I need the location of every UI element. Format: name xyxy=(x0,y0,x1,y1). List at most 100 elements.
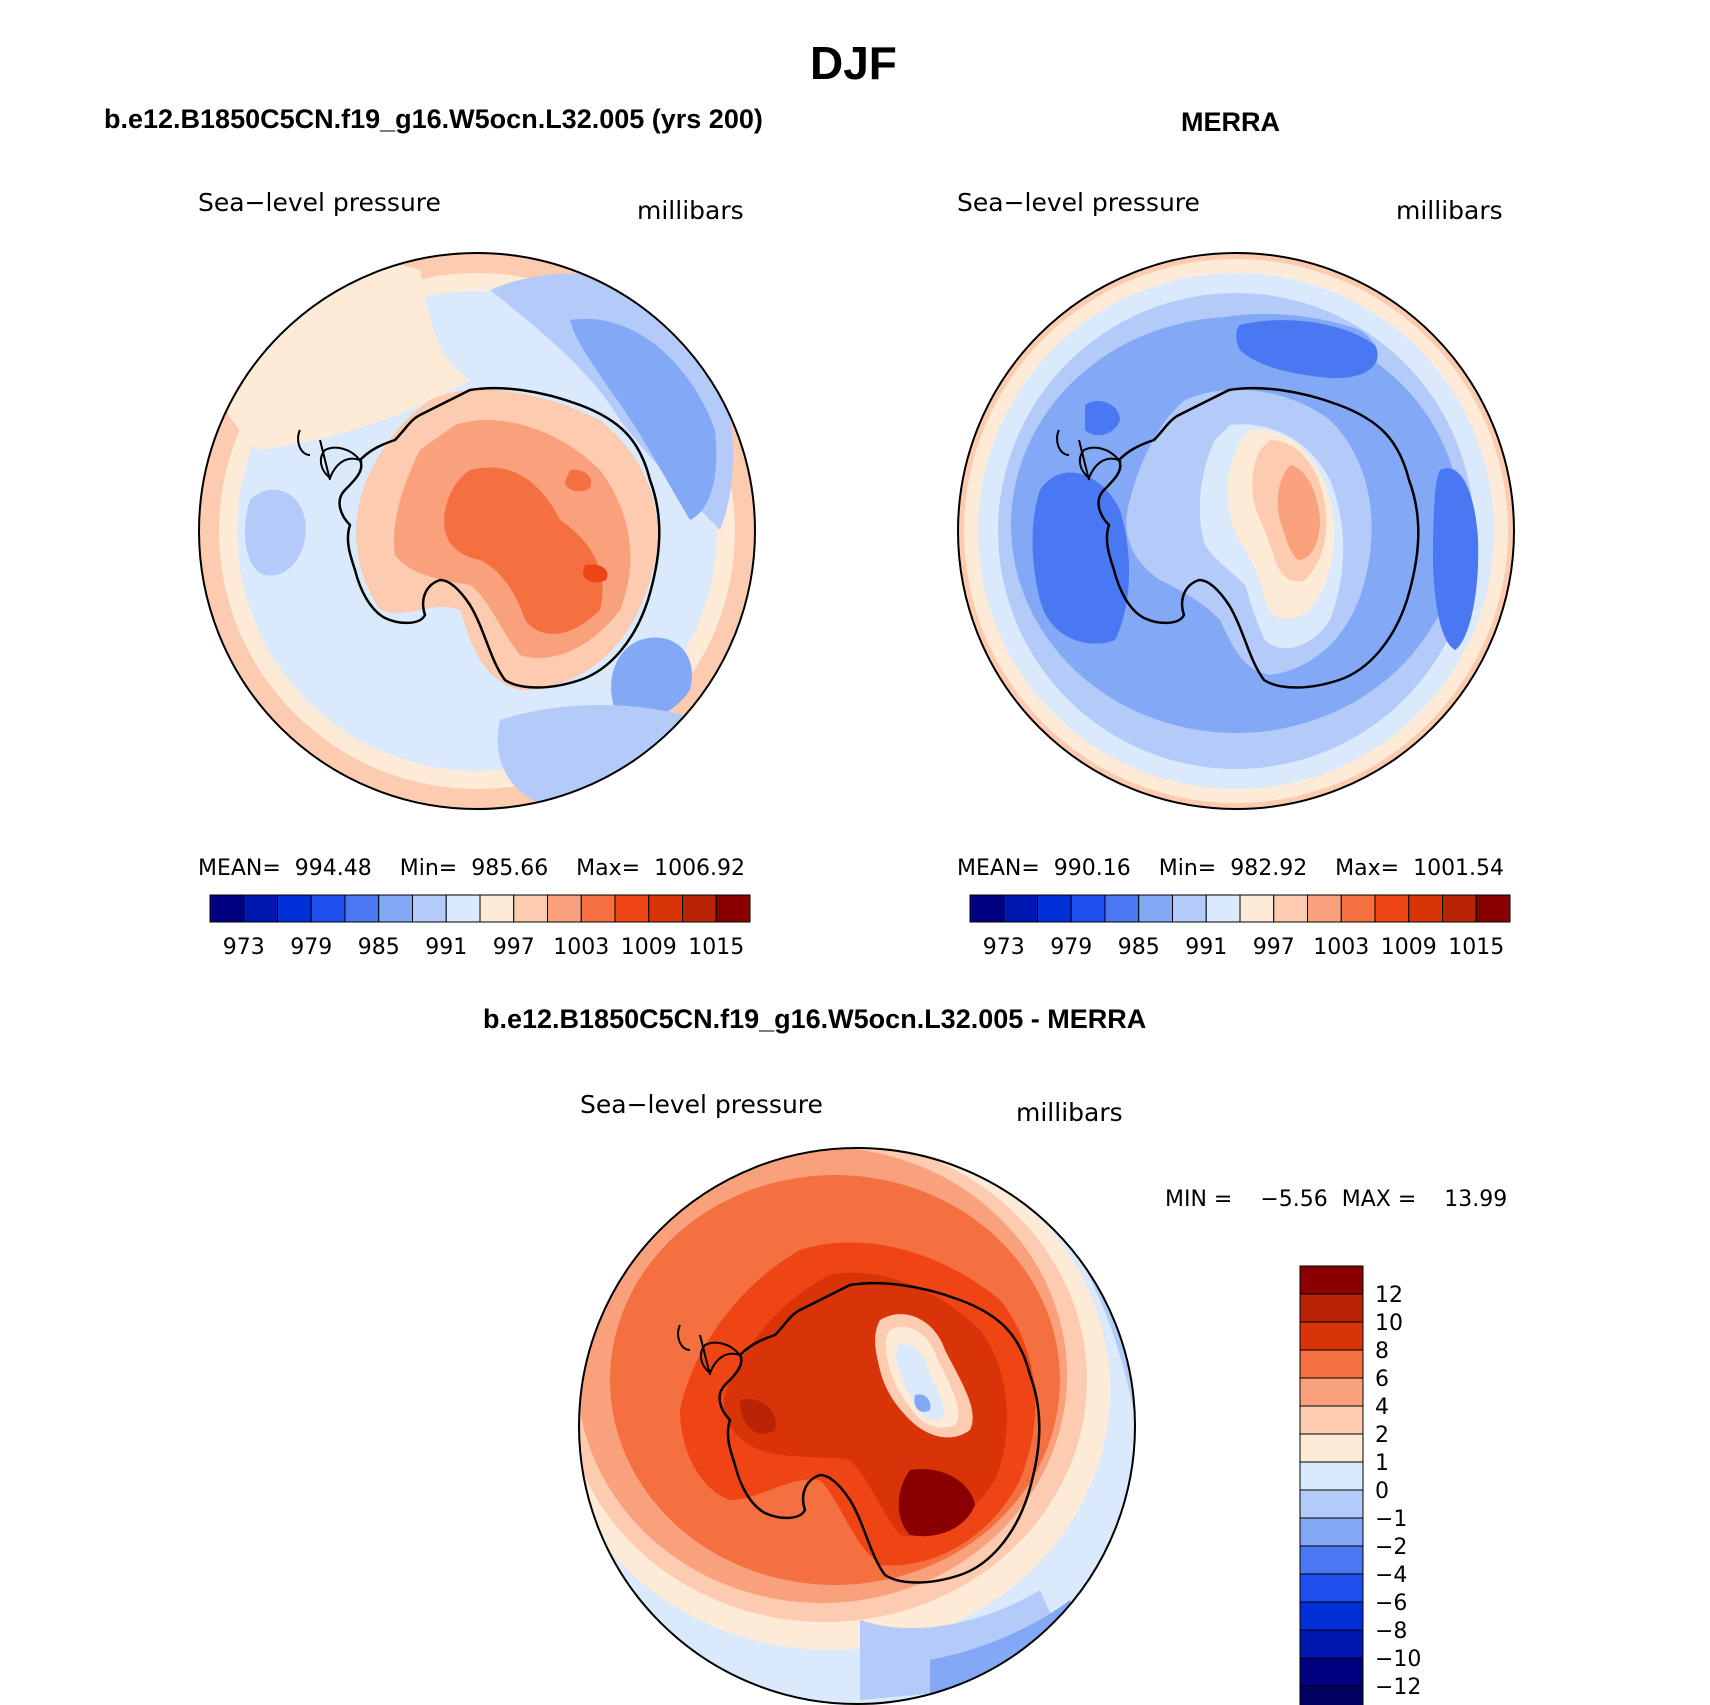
obs-colorbar-swatch xyxy=(1307,894,1342,923)
diff-colorbar-swatch xyxy=(1299,1349,1364,1379)
diff-colorbar-swatch xyxy=(1299,1461,1364,1491)
obs-colorbar-label: 979 xyxy=(1050,935,1092,960)
obs-colorbar-label: 1009 xyxy=(1381,935,1437,960)
obs-colorbar-swatch xyxy=(969,894,1005,923)
model-coastline xyxy=(338,386,661,689)
diff-colorbar-label: 0 xyxy=(1375,1479,1389,1504)
model-colorbar-swatch xyxy=(479,894,515,923)
model-map-border xyxy=(198,252,756,810)
model-colorbar-swatch xyxy=(715,894,751,923)
model-colorbar-swatch xyxy=(277,894,312,923)
diff-colorbar-label: 8 xyxy=(1375,1339,1389,1364)
model-colorbar-label: 1009 xyxy=(621,935,677,960)
diff-colorbar-label: −4 xyxy=(1375,1563,1407,1588)
diff-colorbar-swatch xyxy=(1299,1629,1364,1659)
diff-colorbar-swatch xyxy=(1299,1321,1364,1351)
model-stats: MEAN= 994.48 Min= 985.66 Max= 1006.92 xyxy=(198,856,746,881)
diff-colorbar-swatch xyxy=(1299,1685,1364,1705)
diff-colorbar-label: −8 xyxy=(1375,1619,1407,1644)
diff-colorbar-label: 1 xyxy=(1375,1451,1389,1476)
diff-colorbar-swatch xyxy=(1299,1433,1364,1463)
obs-colorbar-swatch xyxy=(1239,894,1275,923)
obs-colorbar-label: 973 xyxy=(983,935,1025,960)
diff-colorbar-label: 12 xyxy=(1375,1283,1403,1308)
diff-colorbar-swatch xyxy=(1299,1377,1364,1407)
model-slp-map xyxy=(199,253,755,809)
model-colorbar-swatch xyxy=(614,894,650,923)
diff-colorbar-label: −1 xyxy=(1375,1507,1407,1532)
obs-colorbar: 973 979 985 991 997 1003 1009 1015 xyxy=(969,894,1511,960)
model-colorbar-label: 985 xyxy=(358,935,400,960)
diff-panel-title: b.e12.B1850C5CN.f19_g16.W5ocn.L32.005 - … xyxy=(483,1004,1147,1034)
page-title: DJF xyxy=(810,37,897,89)
diff-minmax: MIN = −5.56 MAX = 13.99 xyxy=(1165,1187,1508,1212)
obs-colorbar-swatch xyxy=(1374,894,1410,923)
obs-colorbar-swatch xyxy=(1340,894,1376,923)
diff-colorbar-swatch xyxy=(1299,1601,1364,1631)
obs-colorbar-swatch xyxy=(1037,894,1072,923)
diff-colorbar-label: 6 xyxy=(1375,1367,1389,1392)
obs-variable-label: Sea−level pressure xyxy=(957,188,1200,217)
diff-colorbar-swatch xyxy=(1299,1517,1364,1547)
model-colorbar-label: 973 xyxy=(223,935,265,960)
model-colorbar-swatch xyxy=(310,894,346,923)
obs-colorbar-swatch xyxy=(1442,894,1477,923)
diff-colorbar-label: −6 xyxy=(1375,1591,1407,1616)
model-colorbar-swatch xyxy=(378,894,413,923)
diff-coastline xyxy=(718,1281,1041,1584)
obs-colorbar-label: 1015 xyxy=(1448,935,1504,960)
model-colorbar-swatch xyxy=(580,894,616,923)
diff-colorbar-swatch xyxy=(1299,1657,1364,1687)
obs-colorbar-label: 985 xyxy=(1118,935,1160,960)
diff-colorbar-label: 10 xyxy=(1375,1311,1403,1336)
obs-colorbar-swatch xyxy=(1104,894,1140,923)
obs-map-border xyxy=(957,252,1515,810)
diff-colorbar-swatch xyxy=(1299,1545,1364,1575)
model-colorbar-swatch xyxy=(547,894,582,923)
model-colorbar-swatch xyxy=(648,894,683,923)
obs-colorbar-swatch xyxy=(1408,894,1443,923)
model-colorbar-swatch xyxy=(243,894,278,923)
diff-colorbar-label: 2 xyxy=(1375,1423,1389,1448)
diff-colorbar-swatch xyxy=(1299,1265,1364,1295)
model-units-label: millibars xyxy=(637,196,744,225)
model-panel-title: b.e12.B1850C5CN.f19_g16.W5ocn.L32.005 (y… xyxy=(104,104,763,134)
diff-colorbar-swatch xyxy=(1299,1489,1364,1519)
diff-map-border xyxy=(578,1147,1136,1705)
model-colorbar-swatch xyxy=(682,894,717,923)
model-colorbar-swatch xyxy=(513,894,548,923)
model-colorbar-label: 1003 xyxy=(553,935,609,960)
obs-panel-title: MERRA xyxy=(1181,107,1280,137)
obs-colorbar-swatch xyxy=(1475,894,1511,923)
diff-colorbar-swatch xyxy=(1299,1293,1364,1323)
obs-colorbar-swatch xyxy=(1273,894,1308,923)
model-colorbar: 973 979 985 991 997 1003 1009 1015 xyxy=(209,894,751,960)
model-colorbar-swatch xyxy=(344,894,380,923)
obs-colorbar-label: 991 xyxy=(1185,935,1227,960)
model-colorbar-label: 997 xyxy=(493,935,535,960)
model-colorbar-swatch xyxy=(209,894,245,923)
diff-colorbar-swatch xyxy=(1299,1405,1364,1435)
diff-units-label: millibars xyxy=(1016,1098,1123,1127)
obs-stats: MEAN= 990.16 Min= 982.92 Max= 1001.54 xyxy=(957,856,1505,881)
obs-colorbar-swatch xyxy=(1003,894,1038,923)
obs-colorbar-swatch xyxy=(1070,894,1106,923)
obs-colorbar-swatch xyxy=(1138,894,1173,923)
diff-colorbar-label: −2 xyxy=(1375,1535,1407,1560)
obs-colorbar-label: 997 xyxy=(1253,935,1295,960)
model-colorbar-label: 991 xyxy=(425,935,467,960)
obs-colorbar-label: 1003 xyxy=(1313,935,1369,960)
obs-slp-map xyxy=(958,253,1514,809)
model-colorbar-swatch xyxy=(412,894,447,923)
obs-units-label: millibars xyxy=(1396,196,1503,225)
model-colorbar-label: 979 xyxy=(290,935,332,960)
diff-slp-map xyxy=(579,1148,1135,1704)
diff-colorbar-swatch xyxy=(1299,1573,1364,1603)
diff-colorbar-label: 4 xyxy=(1375,1395,1389,1420)
diff-colorbar-label: −10 xyxy=(1375,1647,1421,1672)
obs-coastline xyxy=(1097,386,1420,689)
model-colorbar-swatch xyxy=(445,894,481,923)
obs-colorbar-swatch xyxy=(1172,894,1207,923)
